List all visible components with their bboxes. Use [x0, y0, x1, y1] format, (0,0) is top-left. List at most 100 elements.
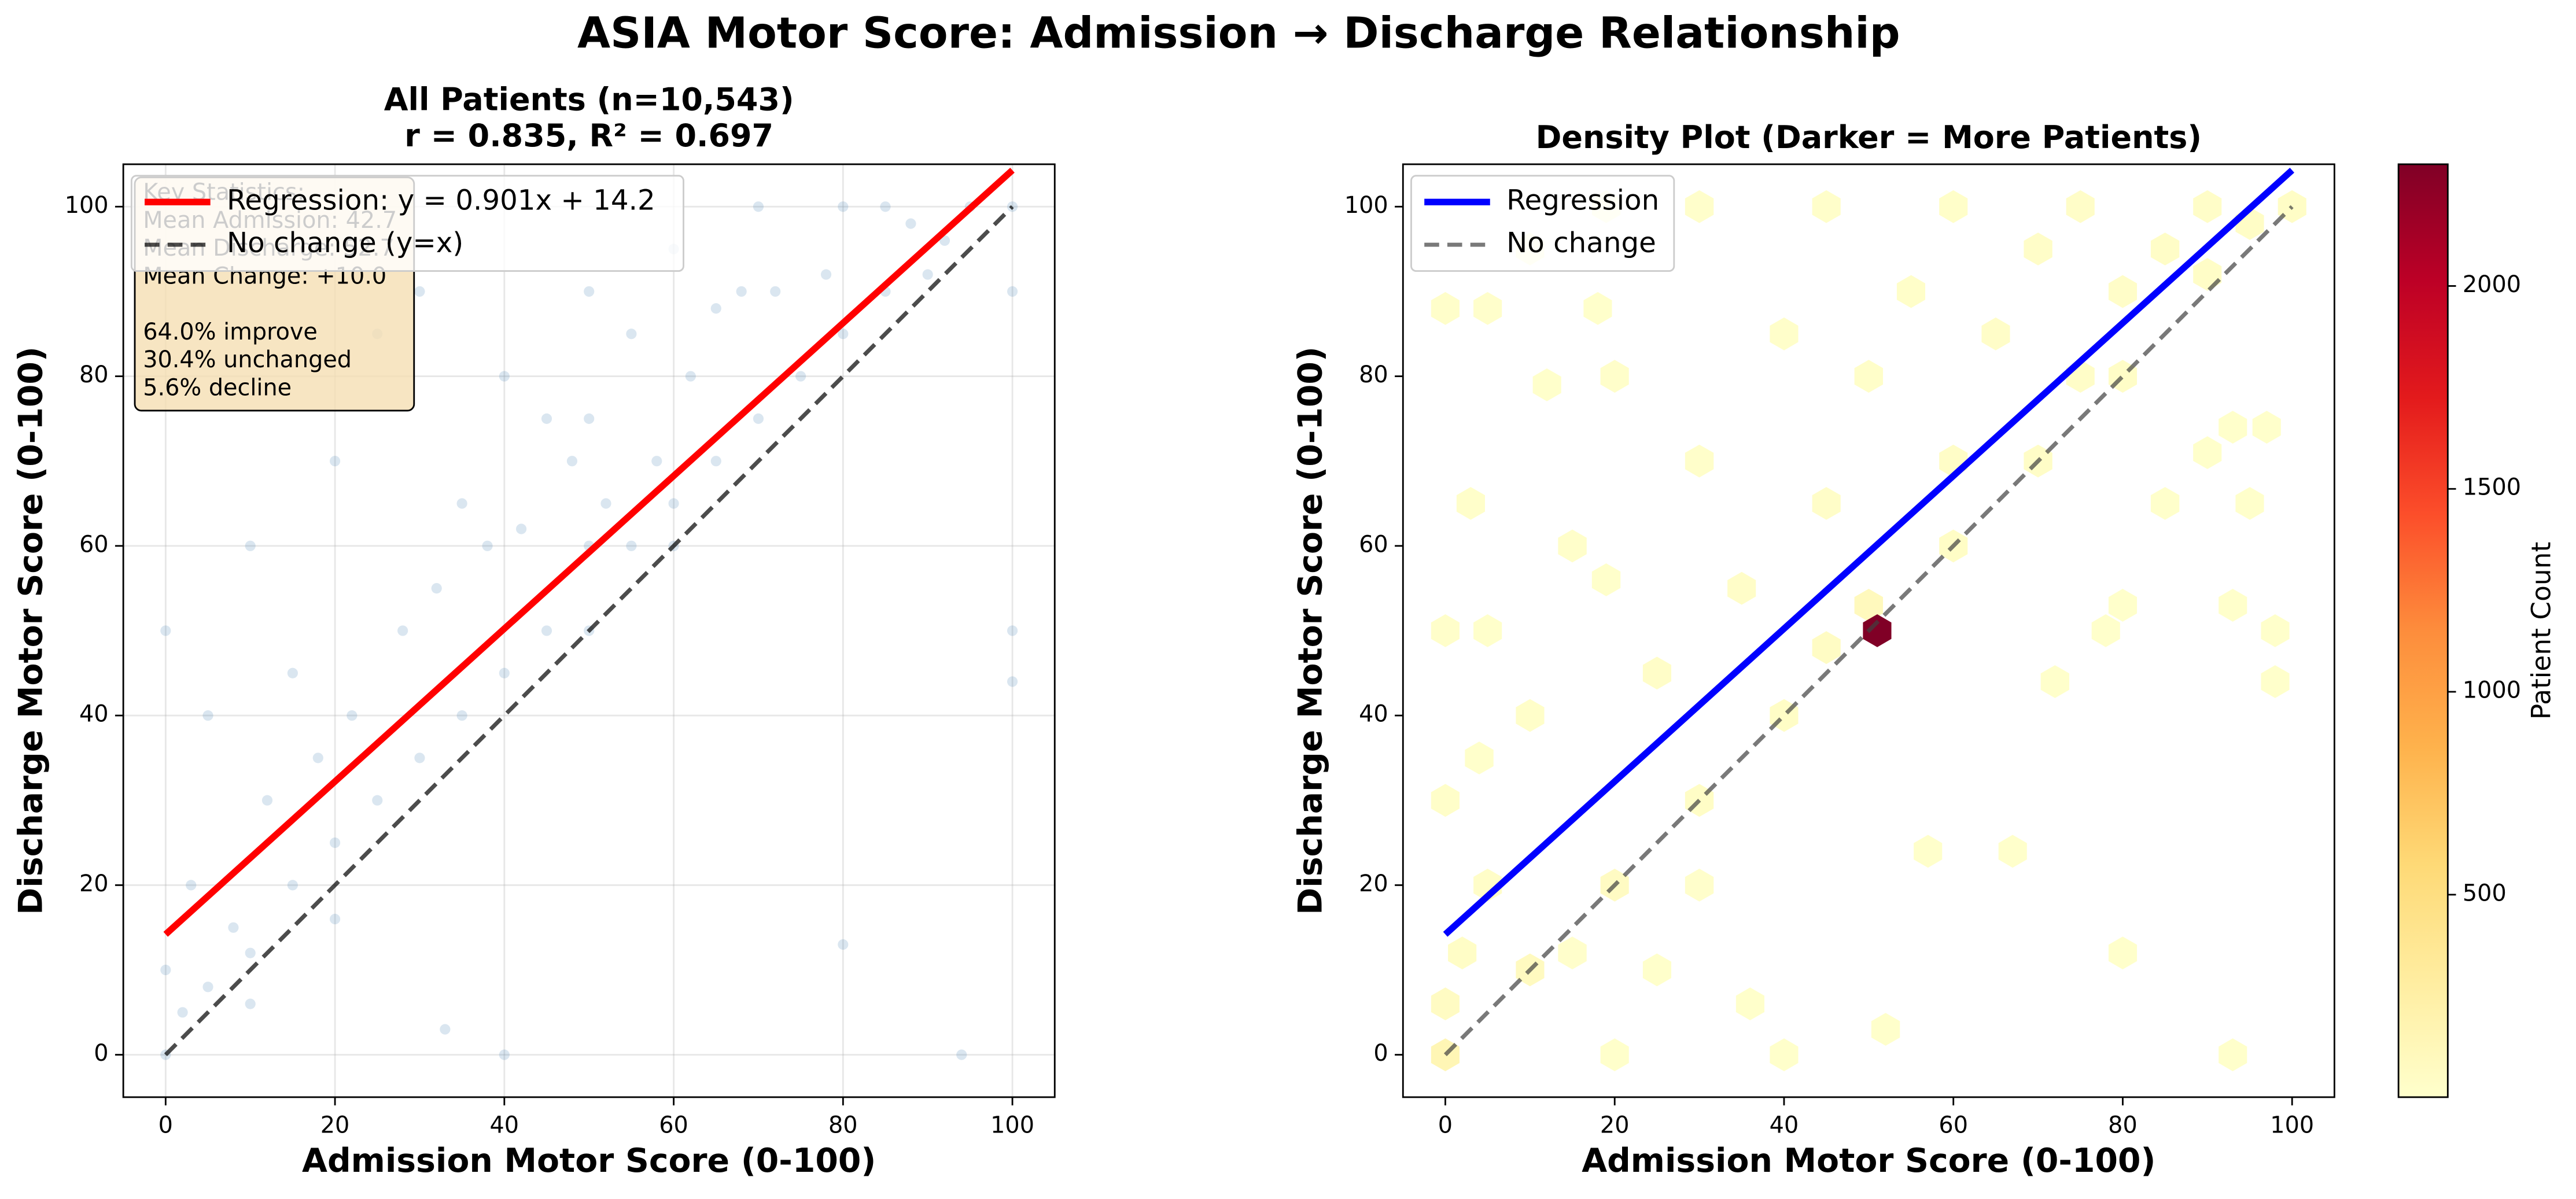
hexbin-cell [1812, 190, 1841, 223]
series-line [1443, 168, 2295, 937]
scatter-point [347, 710, 358, 721]
colorbar-label: Patient Count [2526, 542, 2557, 720]
hexbin-cell [1448, 936, 1477, 970]
hexbin-cell [1998, 835, 2027, 868]
scatter-point [1007, 625, 1018, 636]
hexbin-cell [1770, 317, 1799, 351]
hexbin-cell [1812, 486, 1841, 520]
chart-title: r = 0.835, R² = 0.697 [404, 117, 773, 154]
scatter-point [516, 523, 527, 534]
plot-frame [122, 163, 1056, 1098]
scatter-point [431, 583, 442, 594]
hexbin-cell [1727, 571, 1756, 605]
hexbin-cell [1642, 656, 1672, 690]
hexbin-cell [1532, 368, 1561, 401]
scatter-point [202, 710, 213, 721]
scatter-point [626, 540, 637, 551]
colorbar-tick-label: 2000 [2463, 271, 2521, 298]
scatter-point [414, 286, 425, 297]
scatter-point [202, 982, 213, 993]
hexbin-cell [2040, 665, 2070, 698]
hexbin-cell [2193, 436, 2222, 470]
x-axis-label: Admission Motor Score (0-100) [1582, 1142, 2155, 1180]
x-tick-label: 40 [490, 1112, 519, 1139]
scatter-point [499, 667, 510, 678]
hexbin-cell [1939, 190, 1968, 223]
hexbin-cell [2261, 614, 2290, 647]
hexbin-cell [2252, 411, 2281, 444]
y-tick-label: 20 [79, 870, 109, 897]
scatter-point [838, 939, 849, 950]
scatter-point [456, 710, 467, 721]
scatter-point [397, 625, 408, 636]
hexbin-cell [2193, 190, 2222, 223]
series-line [164, 205, 1014, 1057]
scatter-point [1007, 676, 1018, 687]
hexbin-cell [1871, 1013, 1900, 1046]
scatter-point [160, 964, 171, 976]
hexbin-cell [2091, 614, 2120, 647]
x-tick-label: 80 [828, 1112, 858, 1139]
scatter-point [541, 625, 552, 636]
stats-text: 30.4% unchanged [143, 346, 352, 373]
hexbin-cell [1685, 444, 1714, 478]
y-tick-label: 40 [1359, 701, 1388, 728]
hexbin-cell [2108, 589, 2138, 622]
x-tick-label: 0 [159, 1112, 173, 1139]
scatter-point [838, 329, 849, 340]
scatter-point [414, 752, 425, 763]
hexbin-cell [1981, 317, 2010, 351]
stats-text: 64.0% improve [143, 319, 318, 345]
scatter-point [753, 413, 764, 424]
hexbin-cell [2108, 936, 2138, 970]
hexbin-cell [1685, 190, 1714, 223]
scatter-point [956, 1049, 967, 1060]
hexbin-cell [1600, 360, 1629, 393]
stats-text: 5.6% decline [143, 375, 292, 401]
hexbin-cell [2261, 665, 2290, 698]
hexbin-cell [1473, 292, 1502, 325]
hexbin-cell [1473, 614, 1502, 647]
hexbin-cell [1863, 614, 1892, 647]
scatter-point [880, 201, 891, 212]
hexbin-cell [1735, 987, 1765, 1021]
y-tick-label: 80 [1359, 361, 1388, 388]
scatter-point [499, 371, 510, 382]
hexbin-cell [1558, 936, 1587, 970]
scatter-point [499, 1049, 510, 1060]
hexbin-cell [2066, 190, 2095, 223]
hexbin-cell [2108, 275, 2138, 308]
hexbin-cell [1516, 699, 1545, 732]
x-tick-label: 80 [2108, 1112, 2138, 1139]
scatter-point [312, 752, 323, 763]
hexbin-cell [1812, 631, 1841, 665]
scatter-point [736, 286, 747, 297]
scatter-point [668, 498, 679, 509]
plot-layer [1431, 168, 2306, 1072]
scatter-point [287, 667, 298, 678]
series-line [163, 168, 1015, 937]
hexbin-cell [1914, 835, 1943, 868]
hexbin-cell [2218, 411, 2247, 444]
hexbin-cell [1591, 563, 1621, 596]
y-tick-label: 0 [94, 1040, 108, 1067]
hexbin-cell [1896, 275, 1926, 308]
hexbin-cell [1770, 1038, 1799, 1072]
hexbin-cell [2218, 589, 2247, 622]
y-tick-label: 100 [65, 192, 109, 219]
scatter-point [584, 286, 595, 297]
y-tick-label: 60 [1359, 531, 1388, 558]
hexbin-cell [2235, 486, 2264, 520]
y-tick-label: 0 [1373, 1040, 1388, 1067]
y-tick-label: 100 [1344, 192, 1388, 219]
legend-label: No change [1506, 227, 1656, 259]
hexbin-cell [1456, 486, 1485, 520]
hexbin-cell [2278, 190, 2306, 223]
scatter-point [287, 880, 298, 891]
hexbin-cell [1854, 589, 1884, 622]
scatter-point [245, 947, 256, 958]
y-tick-label: 60 [79, 531, 109, 558]
scatter-point [566, 456, 578, 467]
